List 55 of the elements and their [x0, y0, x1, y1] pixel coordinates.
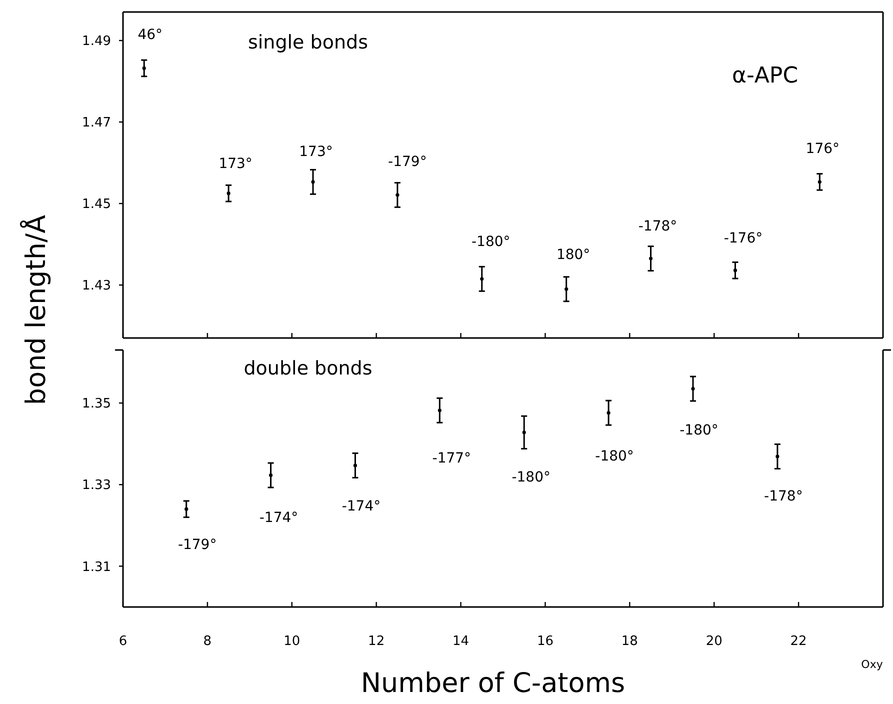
annotation: 173° — [299, 144, 333, 160]
y-axis-title: bond length/Å — [19, 214, 52, 406]
y-tick-label: 1.43 — [82, 278, 111, 294]
x-tick-label: 16 — [536, 634, 554, 649]
y-tick-label: 1.31 — [82, 560, 111, 575]
point — [311, 180, 315, 184]
point — [522, 430, 526, 434]
annotation: 173° — [218, 156, 252, 172]
x-tick-label: 20 — [706, 634, 722, 649]
y-tick-label: 1.33 — [82, 478, 111, 494]
point — [564, 287, 568, 291]
annotation: -176° — [724, 230, 763, 246]
annotation: -180° — [595, 448, 634, 465]
point — [776, 454, 780, 458]
x-tick-label: 10 — [284, 634, 300, 649]
annotation: -180° — [472, 234, 510, 250]
text: single bonds — [248, 32, 368, 54]
annotation: -179° — [178, 536, 217, 553]
point — [226, 192, 230, 196]
x-axis-title: Number of C-atoms — [360, 668, 626, 699]
annotation: -180° — [512, 469, 550, 486]
y-tick-label: 1.47 — [82, 116, 111, 131]
y-tick-label: 1.49 — [82, 34, 111, 50]
x-tick-label: 6 — [118, 634, 128, 649]
x-tick-label: 8 — [203, 634, 212, 649]
point — [606, 411, 610, 415]
point — [733, 268, 738, 272]
point — [184, 507, 188, 511]
point — [142, 66, 146, 70]
point — [396, 193, 400, 197]
annotation: -178° — [764, 488, 803, 504]
annotation: -179° — [388, 154, 427, 170]
text: Oxy — [861, 658, 884, 671]
annotation: -178° — [638, 218, 678, 234]
annotation: α-APC — [732, 64, 798, 89]
y-tick-label: 1.35 — [82, 396, 111, 412]
x-tick-label: 14 — [452, 634, 470, 649]
point — [480, 277, 484, 281]
annotation: -180° — [680, 422, 718, 439]
x-tick-label: 22 — [790, 634, 807, 649]
annotation: 180° — [556, 247, 590, 263]
x-tick-label: 12 — [368, 634, 385, 649]
point — [353, 464, 358, 468]
y-tick-label: 1.45 — [82, 197, 111, 212]
point — [268, 473, 273, 478]
annotation: 46° — [138, 27, 163, 44]
chart-title: double bonds — [244, 358, 372, 380]
annotation: -174° — [342, 498, 381, 514]
annotation: -177° — [432, 450, 472, 466]
x-tick-label: 18 — [621, 634, 638, 649]
point — [691, 386, 695, 391]
point — [818, 180, 822, 184]
point — [438, 408, 442, 412]
annotation: -174° — [259, 510, 298, 526]
annotation: 176° — [806, 140, 840, 157]
